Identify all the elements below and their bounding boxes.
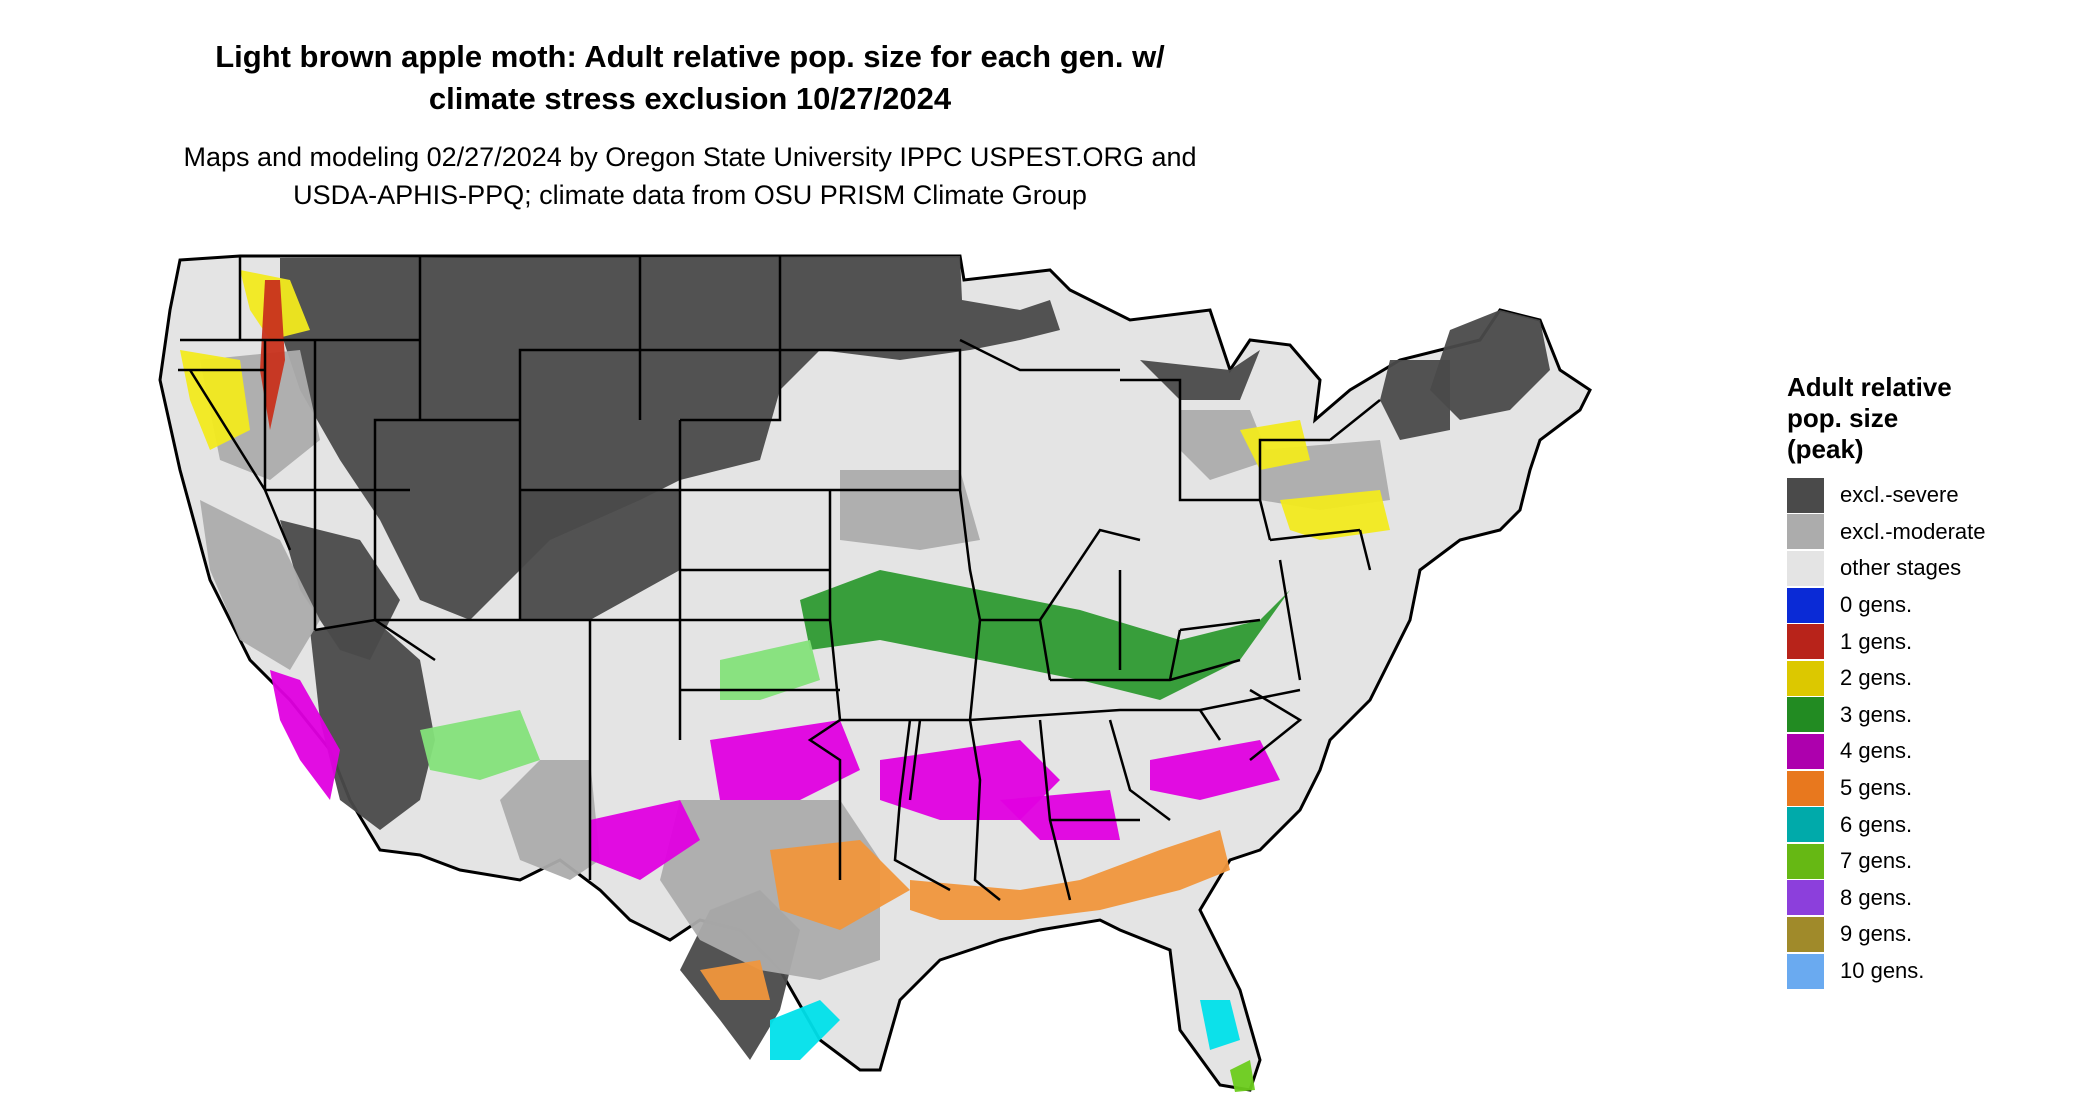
legend-swatch — [1787, 477, 1824, 513]
us-population-map — [158, 254, 1592, 1092]
region-severe-arizona — [310, 620, 435, 830]
legend-swatch — [1787, 624, 1824, 660]
legend-item: excl.-severe — [1787, 477, 1986, 514]
region-moderate-michigan — [1180, 410, 1270, 480]
legend-label: 4 gens. — [1840, 738, 1913, 764]
legend-swatch — [1787, 550, 1824, 586]
map-subtitle: Maps and modeling 02/27/2024 by Oregon S… — [0, 138, 1380, 214]
legend-swatch — [1787, 770, 1824, 806]
region-gen4-nc — [1150, 740, 1280, 800]
legend-swatch — [1787, 733, 1824, 769]
legend-swatch — [1787, 514, 1824, 550]
legend-swatch — [1787, 843, 1824, 879]
region-gen4-alabama — [1000, 790, 1120, 840]
region-moderate-southwest — [500, 760, 600, 880]
region-gen6-texas-coast — [770, 1000, 840, 1060]
legend-swatch — [1787, 697, 1824, 733]
legend-item: 9 gens. — [1787, 916, 1986, 953]
legend-title-line: pop. size — [1787, 403, 1899, 433]
legend-label: 9 gens. — [1840, 921, 1913, 947]
legend-label: 3 gens. — [1840, 701, 1913, 727]
legend-item: excl.-moderate — [1787, 514, 1986, 551]
region-gen2-ny — [1280, 490, 1390, 540]
region-severe-great-basin — [280, 520, 400, 660]
legend-label: other stages — [1840, 555, 1962, 581]
legend-item: 6 gens. — [1787, 806, 1986, 843]
region-gen2-oregon — [180, 350, 250, 450]
region-gen3-midwest-band — [800, 570, 1290, 700]
legend-item: other stages — [1787, 550, 1986, 587]
region-severe-north-plains — [280, 256, 1060, 620]
region-gen7-florida-tip — [1230, 1060, 1255, 1092]
region-gen6-florida — [1200, 1000, 1240, 1050]
legend-swatch — [1787, 953, 1824, 989]
legend-item: 0 gens. — [1787, 587, 1986, 624]
legend-swatch — [1787, 916, 1824, 952]
legend-item: 8 gens. — [1787, 880, 1986, 917]
legend: Adult relative pop. size (peak) excl.-se… — [1787, 372, 1986, 989]
map-title: Light brown apple moth: Adult relative p… — [0, 36, 1380, 120]
legend-label: 8 gens. — [1840, 884, 1913, 910]
legend-item: 4 gens. — [1787, 733, 1986, 770]
legend-label: 1 gens. — [1840, 628, 1913, 654]
legend-swatch — [1787, 807, 1824, 843]
region-gen5-texas — [770, 840, 910, 930]
subtitle-line-2: USDA-APHIS-PPQ; climate data from OSU PR… — [293, 180, 1087, 210]
region-gen3-kansas — [720, 640, 820, 700]
region-severe-colorado — [520, 490, 680, 620]
legend-swatch — [1787, 660, 1824, 696]
legend-label: 5 gens. — [1840, 775, 1913, 801]
legend-label: 0 gens. — [1840, 592, 1913, 618]
region-severe-michigan-up — [1140, 350, 1260, 400]
region-gen5-southeast — [910, 830, 1230, 920]
legend-item: 5 gens. — [1787, 770, 1986, 807]
region-gen5-south-texas — [700, 960, 770, 1000]
legend-items: excl.-severe excl.-moderate other stages 0 … — [1787, 477, 1986, 989]
region-gen4-new-mexico — [590, 800, 700, 880]
legend-label: excl.-severe — [1840, 482, 1959, 508]
region-gen4-oklahoma — [710, 720, 860, 800]
region-moderate-california — [200, 500, 320, 670]
legend-item: 7 gens. — [1787, 843, 1986, 880]
region-gen3-southwest — [420, 710, 540, 780]
legend-item: 3 gens. — [1787, 697, 1986, 734]
legend-title-line: Adult relative — [1787, 372, 1952, 402]
subtitle-line-1: Maps and modeling 02/27/2024 by Oregon S… — [183, 142, 1197, 172]
legend-swatch — [1787, 880, 1824, 916]
legend-label: 6 gens. — [1840, 811, 1913, 837]
region-gen4-california — [270, 670, 340, 800]
state-borders — [178, 254, 1381, 901]
legend-item: 10 gens. — [1787, 953, 1986, 990]
legend-label: 2 gens. — [1840, 665, 1913, 691]
legend-label: 10 gens. — [1840, 958, 1925, 984]
legend-label: excl.-moderate — [1840, 518, 1986, 544]
legend-label: 7 gens. — [1840, 848, 1913, 874]
region-severe-nh-vt — [1380, 360, 1450, 440]
legend-swatch — [1787, 587, 1824, 623]
legend-title-line: (peak) — [1787, 434, 1864, 464]
legend-title: Adult relative pop. size (peak) — [1787, 372, 1986, 465]
region-severe-maine — [1430, 310, 1550, 420]
legend-item: 1 gens. — [1787, 623, 1986, 660]
title-line-1: Light brown apple moth: Adult relative p… — [215, 39, 1165, 74]
title-line-2: climate stress exclusion 10/27/2024 — [428, 81, 952, 116]
region-gen2-michigan — [1240, 420, 1310, 470]
legend-item: 2 gens. — [1787, 660, 1986, 697]
